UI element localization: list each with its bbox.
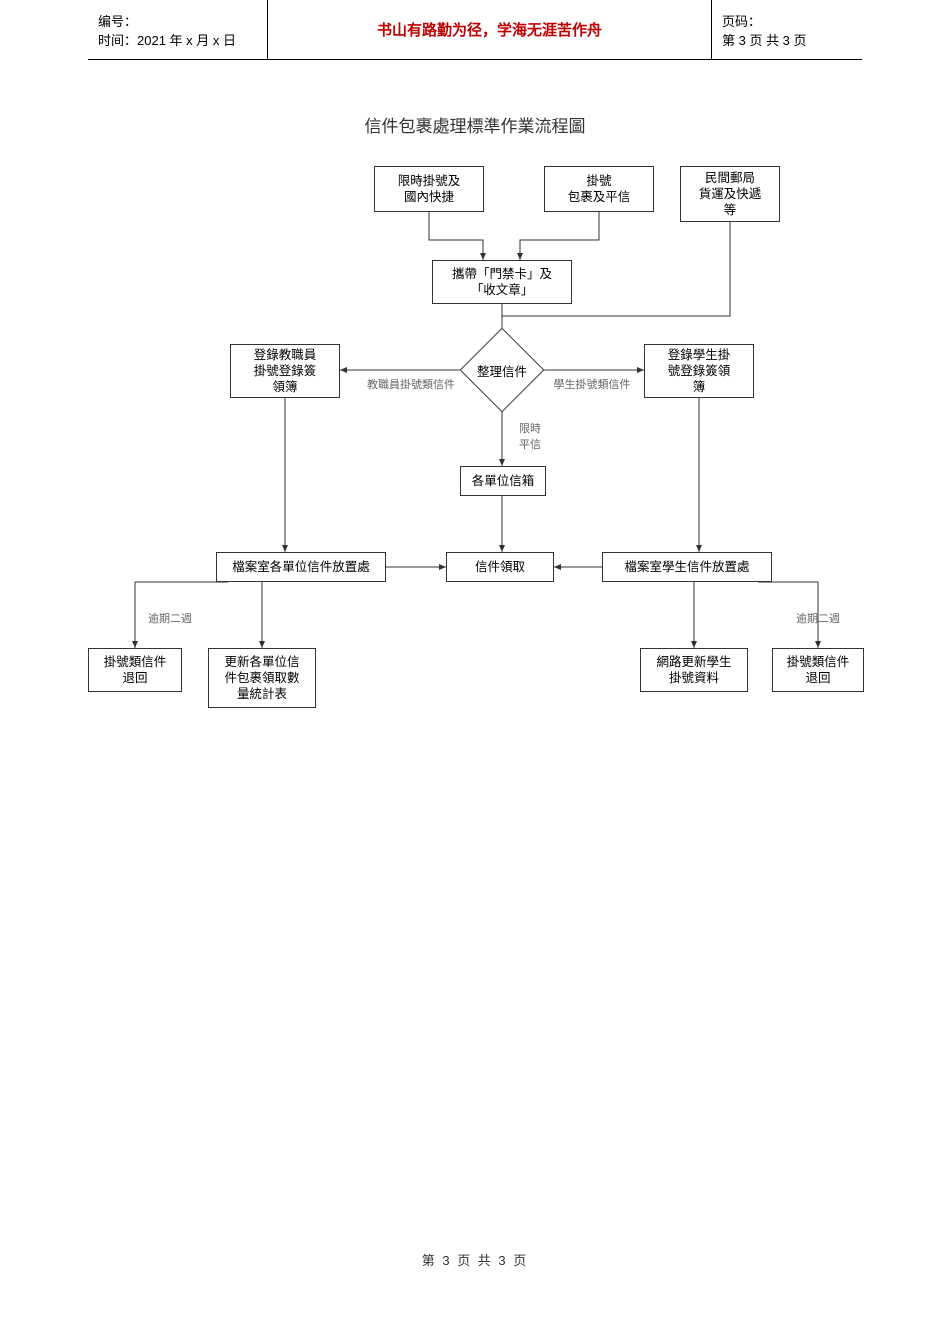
edge-label-0: 教職員掛號類信件 <box>356 376 466 392</box>
flow-node-n1: 限時掛號及國內快捷 <box>374 166 484 212</box>
edge-label-2: 限時平信 <box>510 420 550 452</box>
flow-node-n13: 更新各單位信件包裹領取數量統計表 <box>208 648 316 708</box>
bianhao-label: 编号： <box>98 11 257 30</box>
footer-page: 第 3 页 共 3 页 <box>0 1250 950 1269</box>
page-label: 页码： <box>722 11 852 30</box>
flow-node-n2: 掛號包裹及平信 <box>544 166 654 212</box>
flow-node-n12: 掛號類信件退回 <box>88 648 182 692</box>
flow-node-n14: 網路更新學生掛號資料 <box>640 648 748 692</box>
edge-label-3: 逾期二週 <box>140 610 200 626</box>
edge-label-4: 逾期二週 <box>788 610 848 626</box>
flow-node-n4: 攜帶「門禁卡」及「收文章」 <box>432 260 572 304</box>
shijian-label: 时间： <box>98 33 137 48</box>
flow-node-n3: 民間郵局貨運及快遞等 <box>680 166 780 222</box>
flow-node-n5: 整理信件 <box>472 340 532 400</box>
header-left-cell: 编号： 时间：2021 年 x 月 x 日 <box>88 0 268 59</box>
header-right-cell: 页码：第 3 页 共 3 页 <box>712 0 862 59</box>
shijian-row: 时间：2021 年 x 月 x 日 <box>98 30 257 49</box>
header-center-cell: 书山有路勤为径，学海无涯苦作舟 <box>268 0 712 59</box>
flow-node-n8: 各單位信箱 <box>460 466 546 496</box>
flowchart: 限時掛號及國內快捷 掛號包裹及平信民間郵局貨運及快遞等攜帶「門禁卡」及「收文章」整… <box>88 160 862 740</box>
flow-node-n11: 檔案室學生信件放置處 <box>602 552 772 582</box>
flow-node-n6: 登錄教職員掛號登錄簽領簿 <box>230 344 340 398</box>
flow-node-n9: 檔案室各單位信件放置處 <box>216 552 386 582</box>
shijian-value: 2021 年 x 月 x 日 <box>137 33 236 48</box>
edge-0 <box>429 212 483 260</box>
motto: 书山有路勤为径，学海无涯苦作舟 <box>278 19 701 40</box>
page-title: 信件包裹處理標準作業流程圖 <box>0 112 950 137</box>
header-table: 编号： 时间：2021 年 x 月 x 日 书山有路勤为径，学海无涯苦作舟 页码… <box>88 0 862 60</box>
flow-node-n7: 登錄學生掛號登錄簽領簿 <box>644 344 754 398</box>
page-value: 第 3 页 共 3 页 <box>722 30 852 49</box>
flow-node-n10: 信件領取 <box>446 552 554 582</box>
edge-1 <box>520 212 599 260</box>
flow-node-n15: 掛號類信件退回 <box>772 648 864 692</box>
edge-label-1: 學生掛號類信件 <box>542 376 642 392</box>
